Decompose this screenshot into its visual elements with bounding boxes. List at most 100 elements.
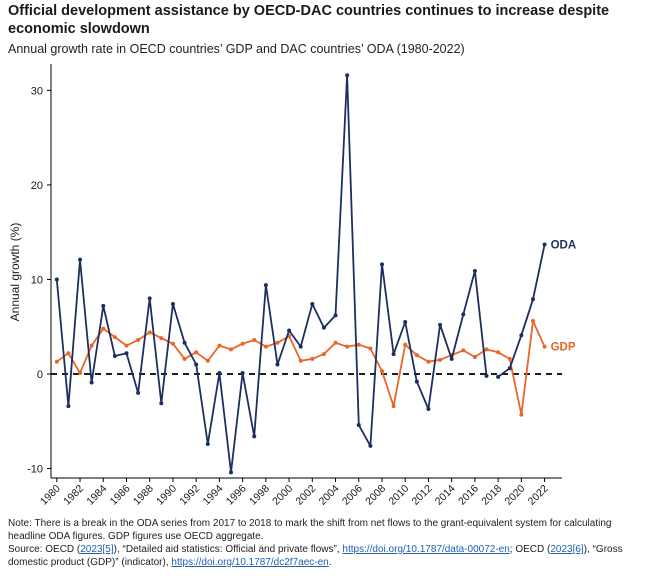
- oda-point: [310, 302, 315, 307]
- gdp-point: [345, 344, 350, 349]
- chart-subtitle: Annual growth rate in OECD countries’ GD…: [8, 42, 465, 56]
- gdp-point: [101, 326, 106, 331]
- oda-point: [414, 379, 419, 384]
- oda-point: [321, 325, 326, 330]
- gdp-point: [368, 346, 373, 351]
- source-mid-1: ), “Detailed aid statistics: Official an…: [113, 544, 343, 555]
- gdp-point: [310, 356, 315, 361]
- gdp-point: [182, 356, 187, 361]
- source-suffix: .: [328, 557, 332, 568]
- source-link-1[interactable]: https://doi.org/10.1787/data-00072-en: [342, 544, 510, 555]
- source-link-2[interactable]: https://doi.org/10.1787/dc2f7aec-en: [171, 557, 329, 568]
- source-text: Source: OECD (2023[5]), “Detailed aid st…: [8, 543, 644, 569]
- oda-point: [519, 333, 524, 338]
- x-tick-label: 1996: [224, 483, 249, 508]
- oda-point: [530, 297, 535, 302]
- gdp-point: [217, 343, 222, 348]
- y-tick-label: 20: [31, 180, 43, 192]
- oda-point: [147, 296, 152, 301]
- oda-point: [124, 351, 129, 356]
- oda-point: [182, 340, 187, 345]
- x-tick-label: 2002: [293, 483, 318, 508]
- gdp-point: [321, 352, 326, 357]
- gdp-point: [379, 369, 384, 374]
- gdp-point: [275, 340, 280, 345]
- oda-point: [136, 390, 141, 395]
- oda-point: [391, 352, 396, 357]
- y-axis-label: Annual growth (%): [8, 223, 22, 322]
- x-tick-label: 1990: [154, 483, 179, 508]
- oda-point: [298, 344, 303, 349]
- x-tick-label: 2008: [363, 483, 388, 508]
- x-tick-label: 2006: [340, 483, 365, 508]
- x-tick-label: 1980: [38, 483, 63, 508]
- x-tick-label: 2012: [410, 483, 435, 508]
- oda-point: [229, 470, 234, 475]
- gdp-point: [240, 341, 245, 346]
- oda-point: [252, 434, 257, 439]
- y-tick-label: 10: [31, 274, 43, 286]
- gdp-point: [136, 337, 141, 342]
- gdp-point: [472, 354, 477, 359]
- gdp-point: [54, 359, 59, 364]
- oda-point: [461, 312, 466, 317]
- x-tick-label: 1994: [201, 483, 226, 508]
- gdp-point: [298, 358, 303, 363]
- x-tick-label: 1992: [177, 483, 202, 508]
- gdp-point: [391, 404, 396, 409]
- gdp-point: [484, 347, 489, 352]
- oda-point: [496, 374, 501, 379]
- gdp-point: [147, 330, 152, 335]
- x-tick-label: 2018: [479, 483, 504, 508]
- gdp-point: [89, 343, 94, 348]
- oda-point: [217, 371, 222, 376]
- line-chart: Annual growth (%) -10 0 10 20 30 198019821984…: [8, 64, 576, 508]
- oda-point: [78, 257, 83, 262]
- gdp-point: [333, 340, 338, 345]
- oda-point: [205, 441, 210, 446]
- gdp-point: [496, 350, 501, 355]
- gdp-point: [356, 342, 361, 347]
- oda-point: [112, 354, 117, 359]
- oda-point: [89, 380, 94, 385]
- oda-point: [54, 277, 59, 282]
- oda-point: [287, 328, 292, 333]
- y-tick-label: -10: [27, 464, 43, 476]
- oda-point: [159, 401, 164, 406]
- x-tick-label: 2016: [456, 483, 481, 508]
- chart-title: Official development assistance by OECD-…: [8, 3, 610, 37]
- gdp-point: [205, 358, 210, 363]
- oda-series-line: [55, 74, 488, 474]
- oda-point: [449, 356, 454, 361]
- oda-point: [333, 313, 338, 318]
- source-mid-3: ), “Gross domestic product (GDP)” (indic…: [8, 544, 623, 568]
- note-text: Note: There is a break in the ODA series…: [8, 518, 612, 542]
- oda-point: [356, 423, 361, 428]
- x-tick-label: 2000: [270, 483, 295, 508]
- oda-point: [66, 404, 71, 409]
- source-ref-2[interactable]: 2023[6]: [550, 544, 584, 555]
- oda-point: [368, 443, 373, 448]
- oda-point: [379, 262, 384, 267]
- oda-point: [240, 371, 245, 376]
- oda-point: [426, 406, 431, 411]
- y-tick-label: 30: [31, 85, 43, 97]
- source-prefix: Source: OECD (: [8, 544, 81, 555]
- oda-point: [345, 73, 350, 78]
- gdp-point: [530, 319, 535, 324]
- gdp-point: [159, 336, 164, 341]
- gdp-point: [461, 348, 466, 353]
- gdp-point: [170, 341, 175, 346]
- oda-point: [542, 242, 547, 247]
- gdp-point: [194, 350, 199, 355]
- x-tick-label: 1982: [61, 483, 86, 508]
- x-tick-label: 2022: [526, 483, 551, 508]
- x-tick-label: 2010: [386, 483, 411, 508]
- source-ref-1[interactable]: 2023[5]: [80, 544, 114, 555]
- oda-point: [275, 362, 280, 367]
- plot-area: -100102030198019821984198619881990199219…: [27, 64, 576, 508]
- gdp-point: [112, 335, 117, 340]
- x-tick-label: 2020: [502, 483, 527, 508]
- oda-series-label: ODA: [551, 239, 577, 251]
- gdp-point: [66, 351, 71, 356]
